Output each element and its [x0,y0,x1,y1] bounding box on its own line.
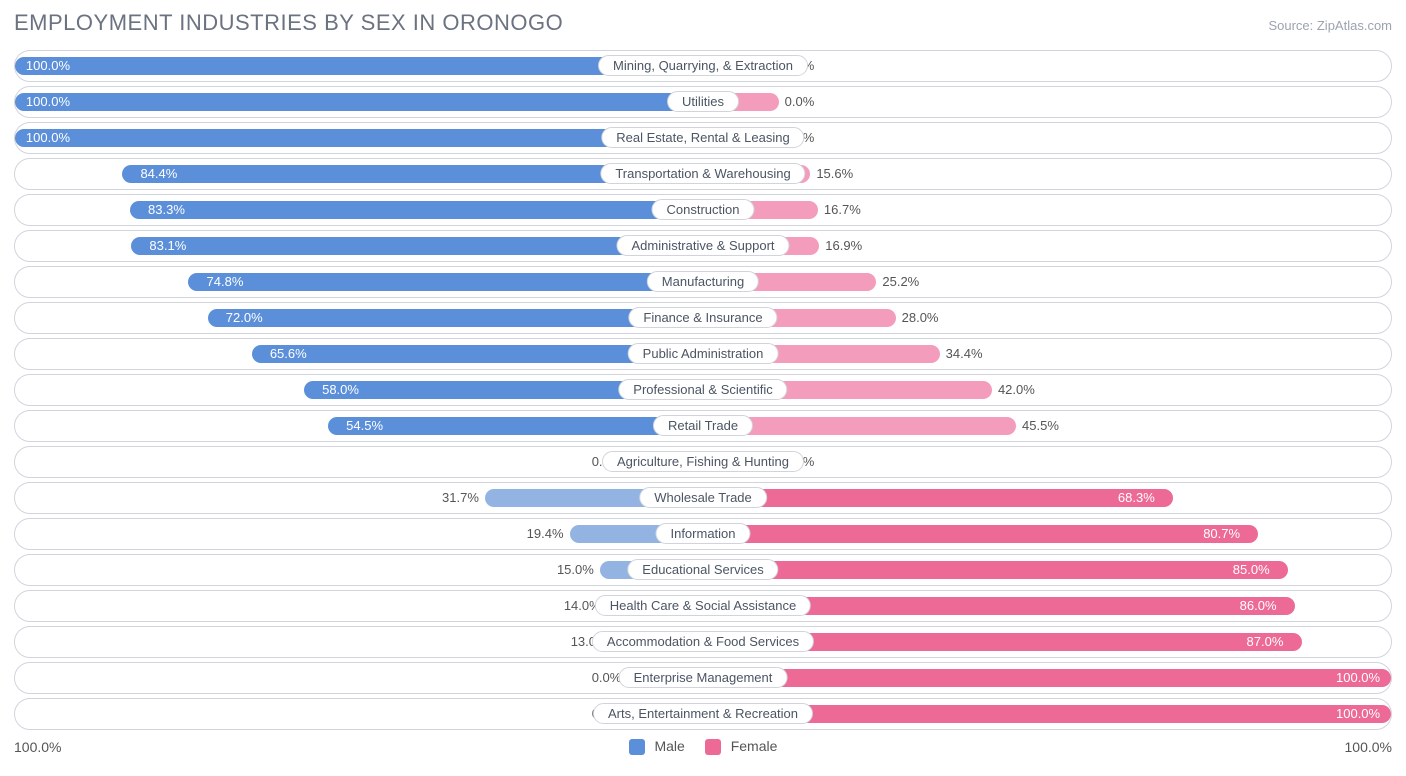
category-label: Arts, Entertainment & Recreation [593,703,813,724]
female-bar [703,669,1391,687]
legend-male: Male [629,738,685,755]
female-pct-label: 45.5% [1022,417,1059,435]
category-label: Public Administration [628,343,779,364]
female-pct-label: 34.4% [946,345,983,363]
female-pct-label: 16.9% [825,237,862,255]
category-label: Agriculture, Fishing & Hunting [602,451,804,472]
category-label: Transportation & Warehousing [600,163,805,184]
male-pct-label: 100.0% [26,129,70,147]
category-label: Accommodation & Food Services [592,631,814,652]
male-pct-label: 100.0% [26,57,70,75]
category-label: Enterprise Management [619,667,788,688]
category-label: Wholesale Trade [639,487,767,508]
chart-row: 54.5% 45.5% Retail Trade [14,410,1392,442]
male-bar [15,93,703,111]
category-label: Retail Trade [653,415,753,436]
male-bar [188,273,703,291]
chart-row: 0.0%100.0%Arts, Entertainment & Recreati… [14,698,1392,730]
male-bar [130,201,703,219]
female-pct-label: 0.0% [785,93,815,111]
chart-header: EMPLOYMENT INDUSTRIES BY SEX IN ORONOGO … [14,10,1392,36]
category-label: Real Estate, Rental & Leasing [601,127,804,148]
chart-row: 83.3% 16.7% Construction [14,194,1392,226]
chart-row: 100.0%0.0%Real Estate, Rental & Leasing [14,122,1392,154]
male-pct-label: 0.0% [592,669,622,687]
male-pct-label: 72.0% [226,309,263,327]
male-pct-label: 74.8% [207,273,244,291]
male-pct-label: 65.6% [270,345,307,363]
category-label: Educational Services [627,559,778,580]
female-pct-label: 86.0% [1240,597,1277,615]
male-pct-label: 15.0% [557,561,594,579]
female-pct-label: 42.0% [998,381,1035,399]
male-pct-label: 31.7% [442,489,479,507]
chart-row: 100.0% 0.0% Utilities [14,86,1392,118]
chart-row: 74.8% 25.2% Manufacturing [14,266,1392,298]
chart-row: 58.0% 42.0% Professional & Scientific [14,374,1392,406]
chart-row: 31.7% 68.3% Wholesale Trade [14,482,1392,514]
diverging-bar-chart: 100.0% 0.0% Mining, Quarrying, & Extractio… [14,50,1392,730]
female-pct-label: 68.3% [1118,489,1155,507]
legend: Male Female [629,738,778,755]
chart-row: 72.0% 28.0% Finance & Insurance [14,302,1392,334]
female-pct-label: 16.7% [824,201,861,219]
female-pct-label: 15.6% [816,165,853,183]
female-pct-label: 28.0% [902,309,939,327]
chart-footer: 100.0% Male Female 100.0% [14,738,1392,755]
chart-row: 15.0% 85.0% Educational Services [14,554,1392,586]
legend-male-label: Male [654,738,684,754]
female-swatch [705,739,721,755]
category-label: Professional & Scientific [618,379,787,400]
chart-row: 13.0%87.0%Accommodation & Food Services [14,626,1392,658]
male-bar [328,417,703,435]
female-pct-label: 85.0% [1233,561,1270,579]
legend-female: Female [705,738,778,755]
male-bar [15,129,703,147]
female-bar [703,489,1173,507]
category-label: Utilities [667,91,739,112]
male-pct-label: 19.4% [527,525,564,543]
category-label: Manufacturing [647,271,759,292]
chart-row: 65.6% 34.4% Public Administration [14,338,1392,370]
male-pct-label: 100.0% [26,93,70,111]
female-bar [703,561,1288,579]
female-pct-label: 80.7% [1203,525,1240,543]
axis-right-label: 100.0% [1345,739,1392,755]
category-label: Mining, Quarrying, & Extraction [598,55,808,76]
chart-row: 83.1% 16.9% Administrative & Support [14,230,1392,262]
male-pct-label: 84.4% [140,165,177,183]
female-pct-label: 25.2% [882,273,919,291]
chart-row: 19.4% 80.7% Information [14,518,1392,550]
female-pct-label: 100.0% [1336,705,1380,723]
female-pct-label: 87.0% [1247,633,1284,651]
male-pct-label: 58.0% [322,381,359,399]
category-label: Finance & Insurance [628,307,777,328]
legend-female-label: Female [731,738,778,754]
male-pct-label: 83.1% [149,237,186,255]
male-swatch [629,739,645,755]
category-label: Health Care & Social Assistance [595,595,811,616]
male-pct-label: 54.5% [346,417,383,435]
chart-row: 100.0%0.0%Mining, Quarrying, & Extractio… [14,50,1392,82]
category-label: Information [655,523,750,544]
chart-source: Source: ZipAtlas.com [1268,18,1392,33]
category-label: Construction [652,199,755,220]
female-bar [703,525,1258,543]
chart-title: EMPLOYMENT INDUSTRIES BY SEX IN ORONOGO [14,10,563,36]
chart-row: 14.0%86.0%Health Care & Social Assistanc… [14,590,1392,622]
chart-row: 0.0%0.0%Agriculture, Fishing & Hunting [14,446,1392,478]
category-label: Administrative & Support [616,235,789,256]
chart-row: 84.4% 15.6% Transportation & Warehousing [14,158,1392,190]
female-pct-label: 100.0% [1336,669,1380,687]
chart-row: 0.0% 100.0% Enterprise Management [14,662,1392,694]
male-pct-label: 83.3% [148,201,185,219]
axis-left-label: 100.0% [14,739,61,755]
